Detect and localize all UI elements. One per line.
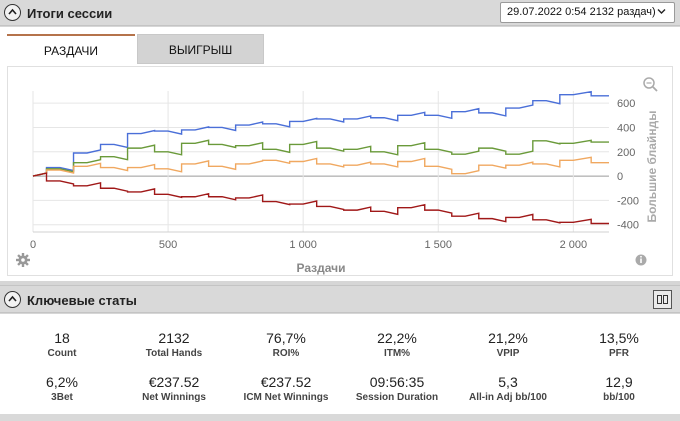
stat-label: Session Duration bbox=[355, 392, 439, 403]
stat-allin-adj: 5,3 All-in Adj bb/100 bbox=[452, 374, 564, 403]
y-tick-label: -200 bbox=[617, 195, 639, 207]
stat-session-duration: 09:56:35 Session Duration bbox=[341, 374, 453, 403]
y-tick-label: 400 bbox=[617, 122, 635, 134]
series-line-2 bbox=[32, 156, 609, 177]
chart-frame: 0 500 1 000 1 500 2 000 600 400 200 0 -200 -400 Раз… bbox=[7, 66, 673, 276]
x-tick-label: 1 000 bbox=[289, 239, 317, 251]
stat-value: 09:56:35 bbox=[369, 374, 425, 390]
stat-value: 13,5% bbox=[599, 330, 639, 346]
stat-label: Count bbox=[47, 348, 77, 359]
y-tick-label: 0 bbox=[617, 171, 623, 183]
session-select-value: 29.07.2022 0:54 2132 раздач) bbox=[507, 6, 656, 18]
stat-label: ICM Net Winnings bbox=[243, 392, 329, 403]
hands-chart: 0 500 1 000 1 500 2 000 600 400 200 0 -200 -400 Раз… bbox=[16, 77, 659, 275]
stat-vpip: 21,2% VPIP bbox=[452, 330, 564, 359]
stat-icm-net-winnings: €237.52 ICM Net Winnings bbox=[230, 374, 342, 403]
stat-value: €237.52 bbox=[260, 374, 312, 390]
bottom-strip bbox=[0, 414, 680, 421]
gear-icon[interactable] bbox=[16, 253, 30, 267]
stat-value: 2132 bbox=[158, 330, 190, 346]
chevron-up-icon bbox=[8, 295, 17, 302]
stat-value: 18 bbox=[54, 330, 70, 346]
y-axis-label: Большие блайнды bbox=[645, 111, 659, 223]
zoom-icon[interactable] bbox=[643, 77, 658, 92]
tab-winnings[interactable]: ВЫИГРЫШ bbox=[137, 34, 264, 64]
series-line-0 bbox=[32, 90, 609, 177]
key-stats-panel: 18 Count 2132 Total Hands 76,7% ROI% 22,2% I… bbox=[0, 314, 680, 414]
stat-label: ROI% bbox=[272, 348, 300, 359]
stat-label: PFR bbox=[609, 348, 629, 359]
stat-value: 22,2% bbox=[377, 330, 417, 346]
stat-label: 3Bet bbox=[51, 392, 73, 403]
session-summary-title: Итоги сессии bbox=[27, 6, 113, 21]
x-tick-label: 2 000 bbox=[560, 239, 588, 251]
y-tick-label: 200 bbox=[617, 147, 635, 159]
stat-label: All-in Adj bb/100 bbox=[469, 392, 547, 403]
stat-value: 12,9 bbox=[605, 374, 633, 390]
stat-pfr: 13,5% PFR bbox=[563, 330, 675, 359]
stat-total-hands: 2132 Total Hands bbox=[118, 330, 230, 359]
stat-label: Net Winnings bbox=[142, 392, 206, 403]
tab-hands[interactable]: РАЗДАЧИ bbox=[7, 34, 135, 64]
stat-value: €237.52 bbox=[148, 374, 200, 390]
info-icon[interactable] bbox=[635, 254, 647, 266]
key-stats-title: Ключевые статы bbox=[27, 293, 137, 308]
chart-panel: РАЗДАЧИ ВЫИГРЫШ 0 500 1 000 1 500 2 000 600 40… bbox=[0, 27, 680, 281]
stat-3bet: 6,2% 3Bet bbox=[6, 374, 118, 403]
x-axis-label: Раздачи bbox=[297, 261, 346, 275]
stat-value: 21,2% bbox=[488, 330, 528, 346]
session-summary-header: Итоги сессии 29.07.2022 0:54 2132 раздач… bbox=[0, 0, 680, 26]
stat-bb100: 12,9 bb/100 bbox=[563, 374, 675, 403]
collapse-key-stats-button[interactable] bbox=[4, 291, 21, 308]
chevron-up-icon bbox=[8, 8, 17, 15]
series-line-1 bbox=[32, 139, 609, 177]
stat-value: 6,2% bbox=[46, 374, 78, 390]
chevron-down-icon bbox=[657, 9, 666, 14]
y-tick-label: 600 bbox=[617, 98, 635, 110]
x-tick-label: 500 bbox=[159, 239, 177, 251]
stat-label: VPIP bbox=[496, 348, 520, 359]
stat-label: ITM% bbox=[383, 348, 411, 359]
y-tick-label: -400 bbox=[617, 220, 639, 232]
x-tick-label: 0 bbox=[30, 239, 36, 251]
stat-net-winnings: €237.52 Net Winnings bbox=[118, 374, 230, 403]
stat-roi: 76,7% ROI% bbox=[230, 330, 342, 359]
stat-count: 18 Count bbox=[6, 330, 118, 359]
key-stats-header: Ключевые статы bbox=[0, 285, 680, 313]
stat-label: Total Hands bbox=[145, 348, 203, 359]
stat-value: 5,3 bbox=[498, 374, 518, 390]
collapse-session-summary-button[interactable] bbox=[4, 4, 21, 21]
stat-label: bb/100 bbox=[603, 392, 635, 403]
stat-value: 76,7% bbox=[266, 330, 306, 346]
series-line-3 bbox=[32, 172, 609, 225]
layout-columns-icon[interactable] bbox=[653, 290, 672, 309]
x-tick-label: 1 500 bbox=[424, 239, 452, 251]
stat-itm: 22,2% ITM% bbox=[341, 330, 453, 359]
session-select[interactable]: 29.07.2022 0:54 2132 раздач) bbox=[500, 2, 675, 23]
